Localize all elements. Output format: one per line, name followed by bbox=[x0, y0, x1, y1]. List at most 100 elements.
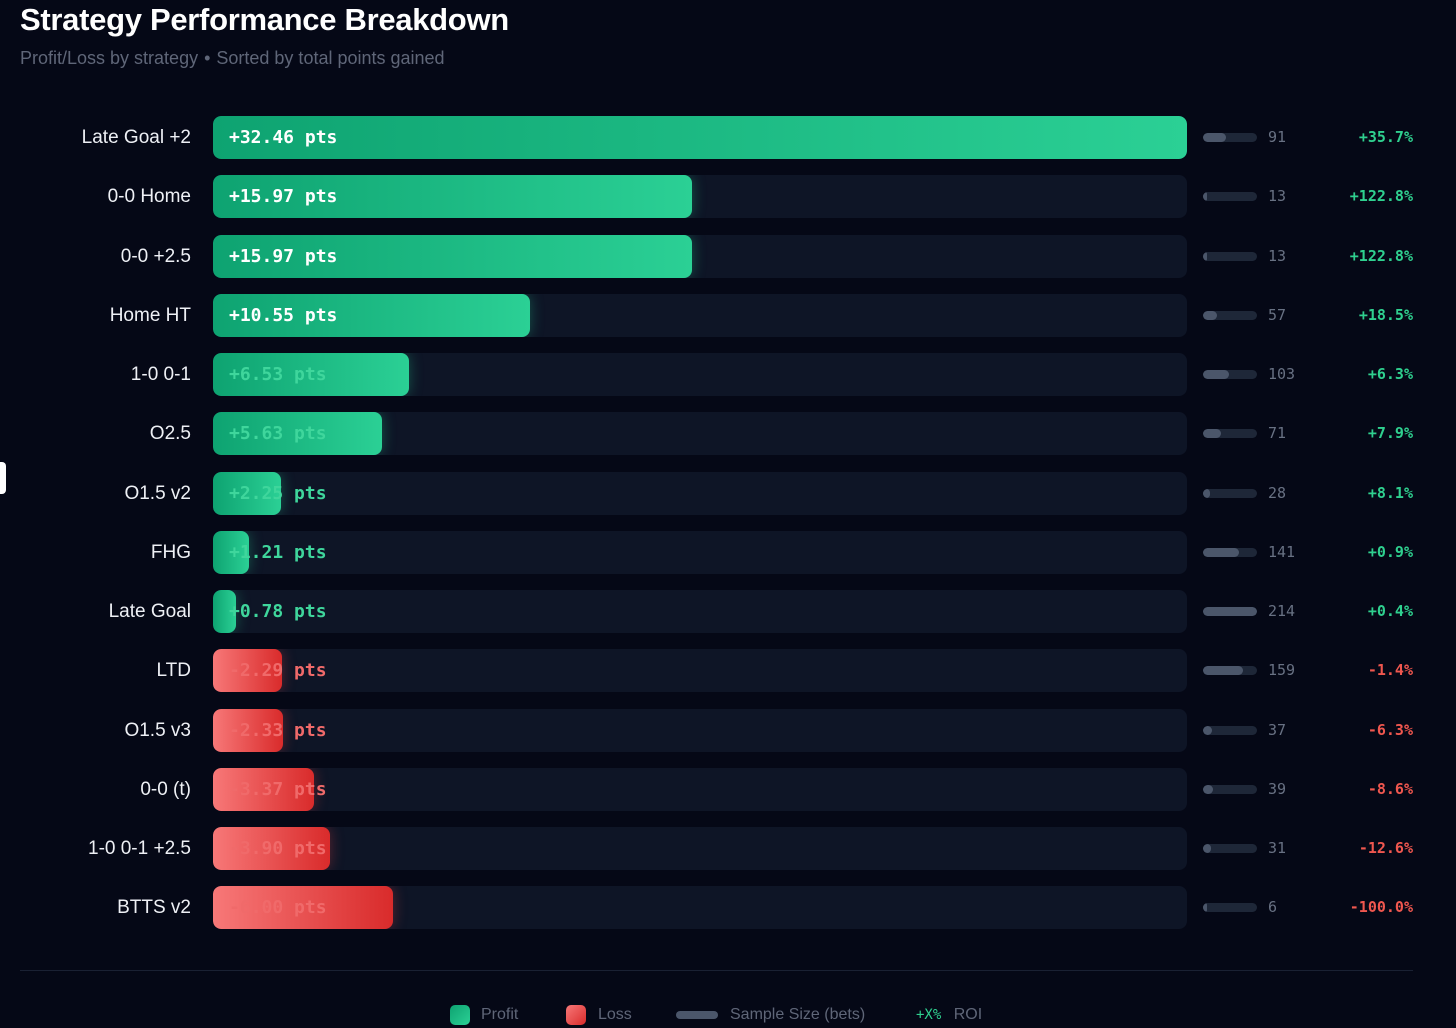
strategy-label: Late Goal bbox=[108, 601, 191, 622]
strategy-row[interactable]: O2.5 +5.63 pts 71 +7.9% bbox=[0, 412, 1456, 456]
sample-size-fill bbox=[1203, 488, 1211, 498]
sample-size-fill bbox=[1203, 133, 1226, 142]
strategy-row[interactable]: 0-0 +2.5 +15.97 pts 13 +122.8% bbox=[0, 234, 1456, 278]
strategy-row[interactable]: Late Goal +0.78 pts 214 +0.4% bbox=[0, 590, 1456, 633]
roi-value: -8.6% bbox=[1367, 779, 1413, 798]
points-label: +0.78 pts bbox=[229, 601, 327, 622]
sample-size-bar bbox=[1203, 666, 1257, 676]
bar-track: +5.63 pts bbox=[213, 412, 1187, 456]
bar-track: -6.00 pts bbox=[213, 886, 1187, 930]
strategy-row[interactable]: 1-0 0-1 +2.5 -3.90 pts 31 -12.6% bbox=[0, 827, 1456, 870]
sample-size-fill bbox=[1203, 666, 1244, 676]
legend-sample-label: Sample Size (bets) bbox=[730, 1006, 866, 1023]
profit-bar bbox=[213, 175, 693, 219]
roi-value: +7.9% bbox=[1367, 424, 1413, 443]
roi-value: +18.5% bbox=[1358, 305, 1413, 324]
points-label: +15.97 pts bbox=[229, 186, 338, 208]
profit-bar bbox=[213, 412, 382, 456]
bar-track: +1.21 pts bbox=[213, 530, 1187, 574]
sample-size-fill bbox=[1203, 429, 1221, 439]
sample-size-bar bbox=[1203, 844, 1257, 853]
strategy-label: FHG bbox=[150, 541, 191, 563]
legend-sample-swatch bbox=[676, 1011, 718, 1019]
bar-track: +6.53 pts bbox=[213, 353, 1187, 396]
profit-bar bbox=[213, 353, 409, 396]
loss-bar bbox=[213, 886, 394, 930]
sample-size-fill bbox=[1203, 725, 1213, 735]
sample-size-bar bbox=[1203, 725, 1257, 735]
sample-size-value: 91 bbox=[1268, 128, 1287, 146]
bar-track: -2.29 pts bbox=[213, 649, 1187, 693]
strategy-row[interactable]: 0-0 Home +15.97 pts 13 +122.8% bbox=[0, 175, 1456, 219]
points-label: -2.29 pts bbox=[229, 660, 327, 682]
sample-size-bar bbox=[1203, 488, 1257, 498]
sample-size-fill bbox=[1203, 607, 1257, 616]
sample-size-value: 37 bbox=[1268, 720, 1287, 739]
legend-roi-symbol: +X% bbox=[916, 1007, 942, 1023]
legend-loss-swatch bbox=[566, 1005, 586, 1025]
loss-bar bbox=[213, 827, 331, 870]
bar-track: +10.55 pts bbox=[213, 293, 1187, 337]
strategy-row[interactable]: Late Goal +2 +32.46 pts 91 +35.7% bbox=[0, 116, 1456, 159]
bar-track: +15.97 pts bbox=[213, 175, 1187, 219]
roi-value: +0.9% bbox=[1367, 542, 1413, 561]
points-label: +5.63 pts bbox=[229, 423, 327, 445]
roi-value: -1.4% bbox=[1367, 661, 1413, 680]
strategy-label: Home HT bbox=[109, 304, 191, 326]
strategy-label: O2.5 bbox=[149, 423, 191, 445]
sample-size-value: 28 bbox=[1268, 483, 1287, 502]
subtitle-right: Sorted by total points gained bbox=[216, 48, 445, 68]
roi-value: -100.0% bbox=[1349, 898, 1413, 917]
roi-value: -12.6% bbox=[1358, 839, 1413, 857]
strategy-row[interactable]: BTTS v2 -6.00 pts 6 -100.0% bbox=[0, 886, 1456, 930]
points-label: -6.00 pts bbox=[229, 897, 327, 919]
bar-track: +2.25 pts bbox=[213, 471, 1187, 515]
strategy-row[interactable]: O1.5 v2 +2.25 pts 28 +8.1% bbox=[0, 471, 1456, 515]
subtitle-separator: • bbox=[204, 48, 211, 68]
strategy-row[interactable]: LTD -2.29 pts 159 -1.4% bbox=[0, 649, 1456, 693]
sample-size-fill bbox=[1203, 784, 1213, 794]
legend-roi: +X% ROI bbox=[916, 1002, 982, 1028]
profit-bar bbox=[213, 590, 237, 633]
strategy-row[interactable]: FHG +1.21 pts 141 +0.9% bbox=[0, 530, 1456, 574]
points-label: -3.90 pts bbox=[229, 838, 327, 859]
sample-size-value: 159 bbox=[1268, 661, 1296, 680]
sample-size-value: 13 bbox=[1268, 246, 1287, 265]
strategy-row[interactable]: 0-0 (t) -3.37 pts 39 -8.6% bbox=[0, 767, 1456, 811]
side-drawer-handle[interactable] bbox=[0, 462, 6, 494]
sample-size-bar bbox=[1203, 429, 1257, 439]
profit-bar bbox=[213, 530, 250, 574]
profit-bar bbox=[213, 293, 530, 337]
strategy-row[interactable]: O1.5 v3 -2.33 pts 37 -6.3% bbox=[0, 708, 1456, 752]
sample-size-value: 57 bbox=[1268, 305, 1287, 324]
points-label: -2.33 pts bbox=[229, 719, 327, 741]
sample-size-fill bbox=[1203, 310, 1218, 320]
bar-track: +15.97 pts bbox=[213, 234, 1187, 278]
sample-size-bar bbox=[1203, 251, 1257, 261]
sample-size-value: 31 bbox=[1268, 839, 1287, 857]
strategy-label: 0-0 Home bbox=[107, 186, 191, 208]
strategy-label: 1-0 0-1 +2.5 bbox=[88, 838, 191, 859]
chart-subtitle: Profit/Loss by strategy • Sorted by total … bbox=[20, 48, 445, 69]
sample-size-value: 141 bbox=[1268, 542, 1296, 561]
sample-size-bar bbox=[1203, 607, 1257, 616]
subtitle-left: Profit/Loss by strategy bbox=[20, 48, 199, 68]
roi-value: +122.8% bbox=[1349, 187, 1413, 206]
sample-size-fill bbox=[1203, 903, 1207, 913]
bar-track: -2.33 pts bbox=[213, 708, 1187, 752]
sample-size-value: 71 bbox=[1268, 424, 1287, 443]
points-label: +10.55 pts bbox=[229, 304, 338, 326]
sample-size-fill bbox=[1203, 370, 1229, 379]
legend-divider bbox=[20, 970, 1413, 971]
strategy-row[interactable]: 1-0 0-1 +6.53 pts 103 +6.3% bbox=[0, 353, 1456, 396]
sample-size-bar bbox=[1203, 547, 1257, 557]
points-label: +32.46 pts bbox=[229, 127, 338, 148]
sample-size-bar bbox=[1203, 192, 1257, 202]
sample-size-bar bbox=[1203, 310, 1257, 320]
sample-size-value: 6 bbox=[1268, 898, 1278, 917]
strategy-label: 0-0 (t) bbox=[140, 778, 191, 800]
roi-value: -6.3% bbox=[1367, 720, 1413, 739]
strategy-row[interactable]: Home HT +10.55 pts 57 +18.5% bbox=[0, 293, 1456, 337]
strategy-label: 0-0 +2.5 bbox=[120, 245, 191, 267]
